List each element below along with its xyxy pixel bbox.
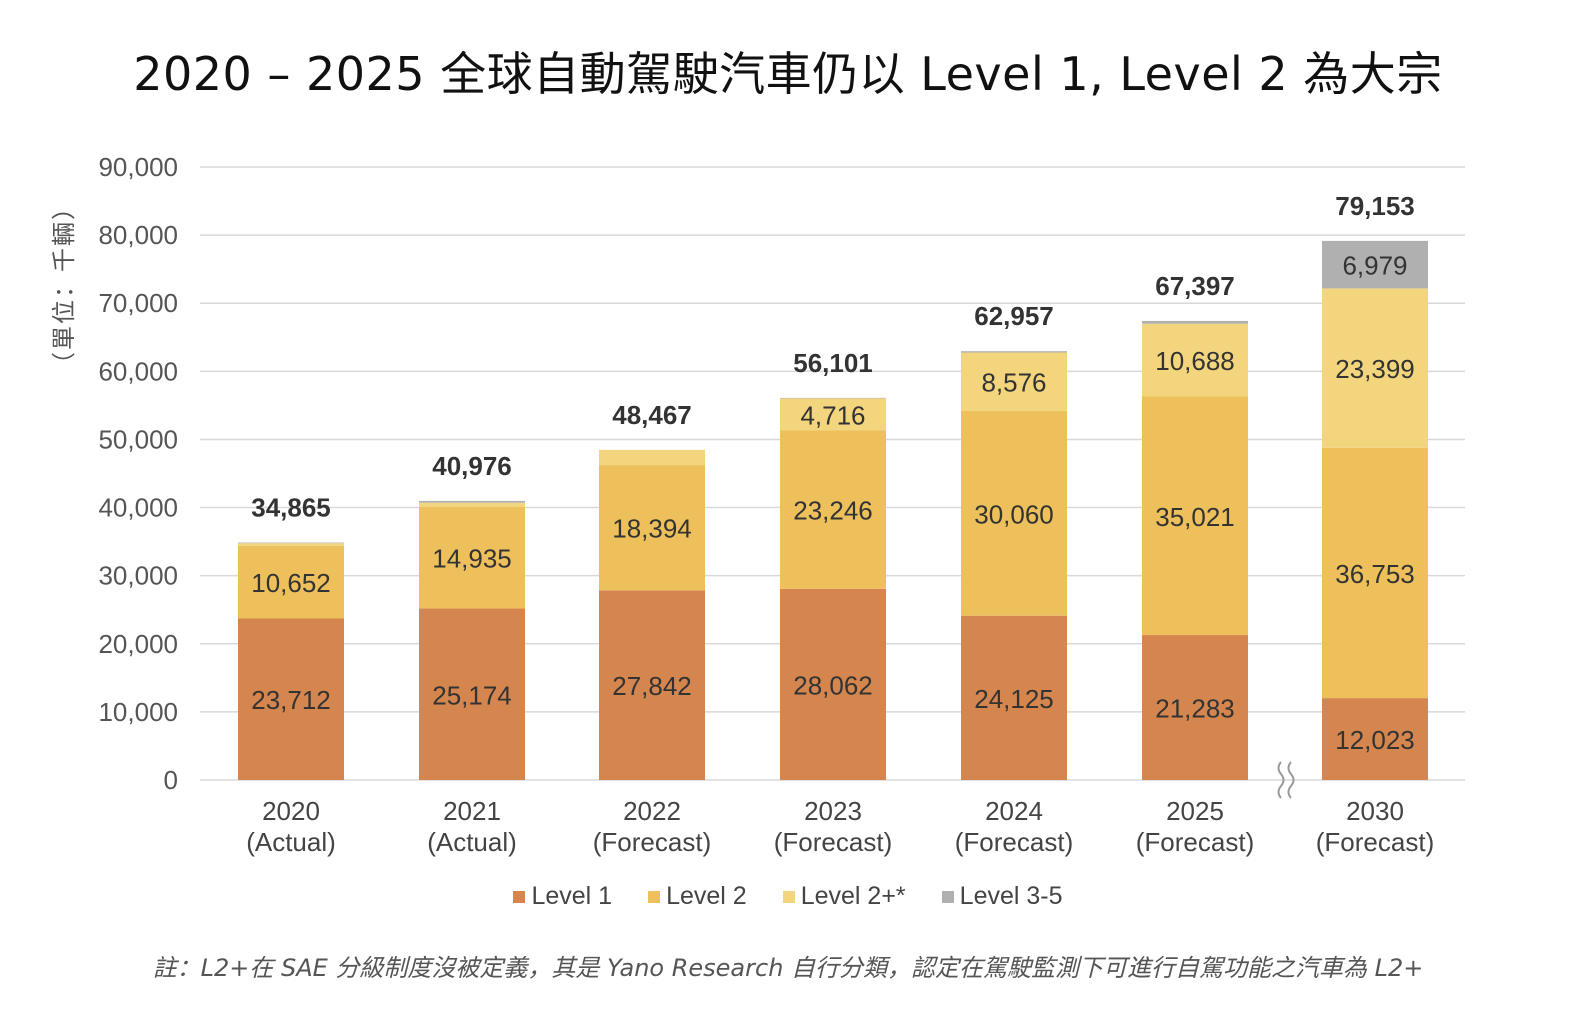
data-label-level-2: 14,935 <box>432 544 512 574</box>
legend-swatch-level-1 <box>513 890 526 903</box>
data-label-level-1: 27,842 <box>612 671 692 701</box>
data-label-level-2: 23,246 <box>793 496 873 526</box>
bar-segment-level-1 <box>1142 635 1248 780</box>
data-label-level-2: 10,652 <box>251 568 331 598</box>
bar-segment-level-2 <box>961 410 1067 616</box>
bar-segment-level-2-plus <box>238 543 344 546</box>
total-label: 62,957 <box>974 301 1054 331</box>
total-label: 67,397 <box>1155 271 1235 301</box>
y-tick-label: 30,000 <box>98 561 178 591</box>
legend-swatch-level-3-5 <box>941 890 954 903</box>
bar-segment-level-1 <box>961 615 1067 780</box>
bar-segment-level-2 <box>599 465 705 591</box>
x-tick-label-year: 2023 <box>804 796 862 826</box>
bar-segment-level-2 <box>1142 396 1248 636</box>
bar-segment-level-2 <box>419 506 525 609</box>
bar-segment-level-2 <box>1322 447 1428 699</box>
y-tick-label: 80,000 <box>98 220 178 250</box>
bar-segment-level-2-plus <box>599 449 705 466</box>
legend-swatch-level-2 <box>648 890 661 903</box>
legend-item-level-2: Level 2 <box>648 882 747 911</box>
data-label-level-1: 25,174 <box>432 680 512 710</box>
y-tick-label: 40,000 <box>98 493 178 523</box>
x-tick-label-year: 2024 <box>985 796 1043 826</box>
data-label-level-1: 23,712 <box>251 685 331 715</box>
y-tick-label: 10,000 <box>98 697 178 727</box>
chart-title: 2020 – 2025 全球自動駕駛汽車仍以 Level 1, Level 2 … <box>133 47 1443 101</box>
y-tick-label: 60,000 <box>98 356 178 386</box>
data-label-level-2: 35,021 <box>1155 502 1235 532</box>
y-tick-label: 0 <box>164 765 178 795</box>
x-tick-label-note: (Forecast) <box>1316 827 1434 857</box>
total-label: 34,865 <box>251 493 331 523</box>
data-label-level-1: 28,062 <box>793 670 873 700</box>
data-label-level-2: 30,060 <box>974 499 1054 529</box>
y-tick-label: 90,000 <box>98 152 178 182</box>
data-label-level-2-plus: 23,399 <box>1335 354 1415 384</box>
x-tick-label-year: 2025 <box>1166 796 1224 826</box>
y-tick-label: 50,000 <box>98 424 178 454</box>
bar-segment-level-3-5 <box>961 351 1067 353</box>
x-tick-label-note: (Actual) <box>427 827 517 857</box>
bar-segment-level-2-plus <box>1322 288 1428 448</box>
data-label-level-2-plus: 4,716 <box>800 400 865 430</box>
legend-label: Level 2+* <box>800 882 906 910</box>
data-label-level-1: 12,023 <box>1335 725 1415 755</box>
bar-segment-level-3-5 <box>780 397 886 399</box>
data-label-level-2: 36,753 <box>1335 559 1415 589</box>
x-tick-label-note: (Forecast) <box>955 827 1073 857</box>
x-tick-label-note: (Actual) <box>246 827 336 857</box>
data-label-level-2-plus: 10,688 <box>1155 346 1235 376</box>
legend-label: Level 3-5 <box>959 882 1063 910</box>
bar-segment-level-3-5 <box>419 500 525 503</box>
x-tick-label-note: (Forecast) <box>774 827 892 857</box>
x-tick-label-year: 2020 <box>262 796 320 826</box>
y-axis-title: （單位：千輛） <box>50 194 78 376</box>
legend-item-level-3-5: Level 3-5 <box>941 882 1063 911</box>
bar-segment-level-1 <box>780 588 886 780</box>
x-tick-label-note: (Forecast) <box>1136 827 1254 857</box>
bar-segment-level-1 <box>419 608 525 780</box>
x-tick-label-note: (Forecast) <box>593 827 711 857</box>
data-label-level-2: 18,394 <box>612 514 692 544</box>
total-label: 48,467 <box>612 400 692 430</box>
bar-segment-level-2-plus <box>961 352 1067 411</box>
bar-segment-level-3-5 <box>1322 240 1428 289</box>
legend-label: Level 2 <box>666 882 747 910</box>
data-label-level-1: 24,125 <box>974 684 1054 714</box>
legend-swatch-level-2-plus <box>782 890 795 903</box>
data-label-level-2-plus: 8,576 <box>981 368 1046 398</box>
legend-item-level-2-plus: Level 2+* <box>782 882 906 911</box>
total-label: 40,976 <box>432 451 512 481</box>
y-tick-label: 70,000 <box>98 288 178 318</box>
bar-segment-level-2-plus <box>1142 323 1248 397</box>
footnote: 註：L2+在 SAE 分級制度沒被定義，其是 Yano Research 自行分… <box>152 954 1424 982</box>
legend-label: Level 1 <box>531 882 613 910</box>
x-tick-label-year: 2022 <box>623 796 681 826</box>
chart-legend: Level 1 Level 2 Level 2+* Level 3-5 <box>0 882 1576 911</box>
bar-segment-level-2-plus <box>780 398 886 431</box>
bar-segment-level-3-5 <box>238 542 344 544</box>
bar-segment-level-1 <box>238 618 344 780</box>
bar-segment-level-1 <box>1322 698 1428 780</box>
bar-segment-level-3-5 <box>1142 320 1248 324</box>
x-tick-label-year: 2030 <box>1346 796 1404 826</box>
total-label: 79,153 <box>1335 191 1415 221</box>
axis-break-mark-left <box>1277 761 1285 799</box>
bar-segment-level-1 <box>599 590 705 780</box>
bar-segment-level-2-plus <box>419 502 525 507</box>
data-label-level-3-5: 6,979 <box>1342 251 1407 281</box>
axis-break-mark-right <box>1287 761 1295 799</box>
y-tick-label: 20,000 <box>98 629 178 659</box>
legend-item-level-1: Level 1 <box>513 882 612 911</box>
total-label: 56,101 <box>793 348 873 378</box>
bar-segment-level-2 <box>780 430 886 589</box>
data-label-level-1: 21,283 <box>1155 694 1235 724</box>
x-tick-label-year: 2021 <box>443 796 501 826</box>
bar-segment-level-2 <box>238 545 344 619</box>
